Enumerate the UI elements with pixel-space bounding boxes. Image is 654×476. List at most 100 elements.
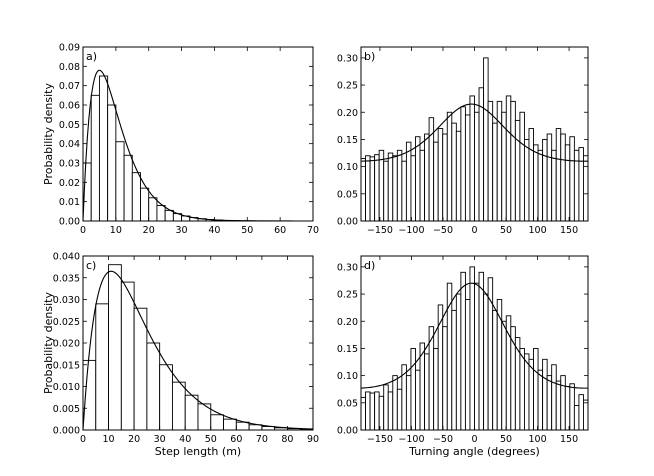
histogram-bar bbox=[560, 133, 566, 222]
histogram-bar bbox=[164, 209, 174, 222]
y-tick-label: 0.10 bbox=[337, 371, 358, 382]
y-tick-label: 0.015 bbox=[53, 360, 80, 371]
x-tick-label: 50 bbox=[205, 434, 217, 445]
x-tick-label: 20 bbox=[143, 225, 155, 236]
histogram-bar bbox=[542, 138, 548, 222]
histogram-bar bbox=[95, 303, 110, 431]
histogram-bar bbox=[235, 421, 250, 431]
histogram-bar bbox=[120, 281, 135, 431]
histogram-bar bbox=[424, 353, 430, 431]
histogram-bar bbox=[210, 414, 225, 431]
histogram-bar bbox=[223, 418, 237, 431]
histogram-bar bbox=[82, 359, 97, 431]
histogram-bar bbox=[383, 384, 389, 431]
y-tick-label: 0.05 bbox=[337, 398, 358, 409]
x-tick-label: 50 bbox=[500, 225, 512, 236]
histogram-bar bbox=[405, 375, 412, 431]
histogram-bar bbox=[469, 95, 475, 222]
x-tick-label: 60 bbox=[274, 225, 286, 236]
histogram-bar bbox=[140, 187, 150, 222]
histogram-bar bbox=[159, 364, 173, 431]
x-tick-label: 40 bbox=[179, 434, 191, 445]
y-tick-label: 0.01 bbox=[59, 197, 80, 208]
histogram-bar bbox=[451, 309, 457, 431]
histogram-bar bbox=[374, 154, 380, 222]
histogram-bar bbox=[455, 293, 462, 431]
x-tick-label: 0 bbox=[471, 434, 477, 445]
panel-d: −150 −100 −50 0 50 100 150 0.00 0.05 0.10 0.15 0.20… bbox=[337, 255, 589, 458]
x-axis-label: Turning angle (degrees) bbox=[408, 445, 540, 458]
histogram-bar bbox=[419, 149, 426, 222]
histogram-bar bbox=[569, 136, 575, 222]
histogram-bar bbox=[374, 391, 380, 431]
histogram-bar bbox=[131, 172, 141, 222]
plot-frame bbox=[82, 46, 314, 222]
x-tick-label: 0 bbox=[80, 225, 86, 236]
panel-label: c) bbox=[86, 259, 96, 272]
y-tick-label: 0.25 bbox=[337, 81, 358, 92]
histogram-bar bbox=[433, 141, 439, 222]
y-tick-label: 0.15 bbox=[337, 135, 358, 146]
histogram-bar bbox=[492, 122, 498, 222]
x-tick-label: 30 bbox=[176, 225, 188, 236]
histogram-bar bbox=[171, 381, 186, 431]
y-tick-label: 0.03 bbox=[59, 159, 80, 170]
y-tick-label: 0.010 bbox=[53, 382, 80, 393]
histogram-bar bbox=[123, 154, 133, 222]
x-tick-label: 50 bbox=[241, 225, 253, 236]
histogram-bar bbox=[410, 347, 416, 431]
y-tick-label: 0.030 bbox=[53, 295, 80, 306]
histogram-bar bbox=[569, 383, 575, 431]
panel-c: 0 10 20 30 40 50 60 70 80 90 0.000 0.005 0.010 0.015 0… bbox=[42, 252, 319, 459]
histogram-bar bbox=[108, 264, 122, 431]
histogram-bar bbox=[396, 388, 403, 431]
x-tick-label: 100 bbox=[528, 225, 546, 236]
y-tick-label: 0.20 bbox=[337, 317, 358, 328]
histogram-bar bbox=[415, 369, 421, 431]
y-tick-label: 0.15 bbox=[337, 344, 358, 355]
y-tick-label: 0.040 bbox=[53, 252, 80, 263]
histogram-bar bbox=[483, 57, 489, 222]
histogram-bar bbox=[396, 149, 403, 222]
histogram-bar bbox=[248, 424, 263, 431]
panel-label: b) bbox=[364, 50, 375, 63]
histogram-bar bbox=[560, 375, 566, 431]
histogram-bar bbox=[551, 149, 557, 222]
y-axis-label: Probability density bbox=[42, 292, 55, 394]
x-tick-label: 40 bbox=[208, 225, 220, 236]
histogram-bar bbox=[474, 111, 480, 222]
histogram-bar bbox=[383, 160, 389, 222]
histogram-bar bbox=[542, 358, 548, 431]
x-tick-label: 70 bbox=[256, 434, 268, 445]
histogram-bar bbox=[98, 75, 109, 222]
histogram-bar bbox=[583, 155, 589, 222]
histogram-bar bbox=[148, 197, 158, 222]
y-axis-label: Probability density bbox=[42, 83, 55, 185]
fit-curve bbox=[82, 270, 314, 431]
histogram-bar bbox=[387, 152, 394, 222]
y-tick-label: 0.00 bbox=[337, 426, 358, 437]
histogram-bar bbox=[464, 299, 471, 431]
panel-b: −150 −100 −50 0 50 100 150 0.00 0.05 0.10 0.15 0.20… bbox=[337, 46, 589, 236]
histogram-bar bbox=[533, 144, 539, 222]
histogram-bar bbox=[405, 141, 412, 222]
histogram-bar bbox=[483, 293, 489, 431]
histogram-bar bbox=[115, 141, 125, 222]
panel-label: a) bbox=[86, 50, 97, 63]
fit-curve bbox=[360, 282, 589, 389]
y-tick-label: 0.30 bbox=[337, 262, 358, 273]
histogram-bar bbox=[156, 205, 166, 222]
histogram-bar bbox=[537, 149, 544, 222]
histogram-bar bbox=[460, 106, 466, 222]
histogram-bar bbox=[474, 282, 480, 431]
histogram-bar bbox=[555, 380, 562, 431]
y-tick-label: 0.05 bbox=[59, 120, 80, 131]
x-tick-label: −100 bbox=[398, 225, 424, 236]
y-tick-label: 0.25 bbox=[337, 290, 358, 301]
x-tick-label: 150 bbox=[560, 434, 578, 445]
histogram-bar bbox=[528, 358, 534, 431]
x-tick-label: 100 bbox=[528, 434, 546, 445]
panel-a: 0 10 20 30 40 50 60 70 0.00 0.01 0.02 0.03 0.04 0.05 0… bbox=[42, 43, 319, 237]
histogram-bar bbox=[133, 307, 148, 431]
y-tick-label: 0.07 bbox=[59, 81, 80, 92]
